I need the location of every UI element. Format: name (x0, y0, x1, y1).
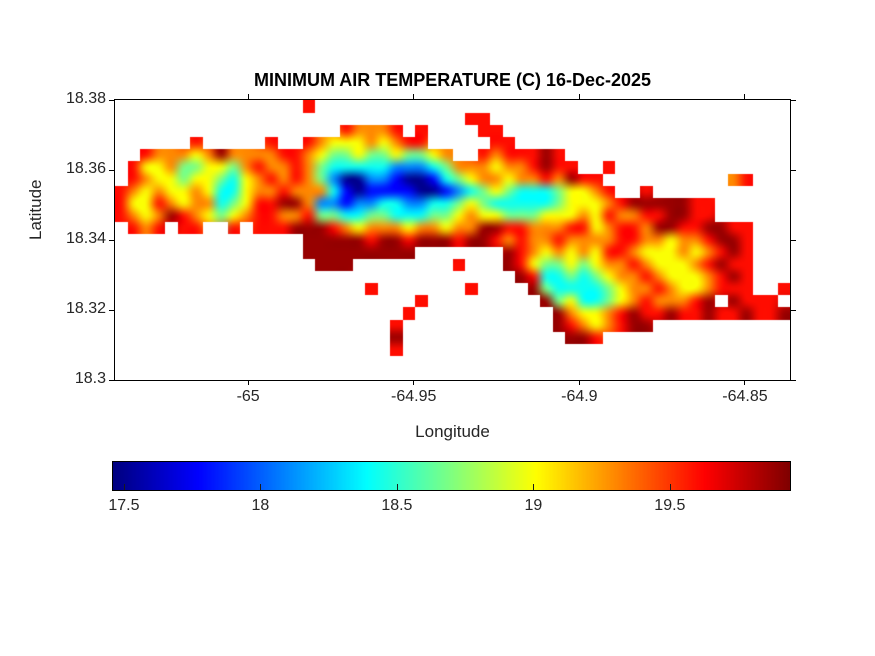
colorbar-gradient (113, 462, 790, 490)
x-tick-label: -64.95 (391, 388, 437, 405)
y-tick-right (791, 309, 796, 311)
colorbar-tick (669, 484, 671, 490)
y-tick-label: 18.32 (65, 300, 106, 317)
y-tick (109, 309, 114, 311)
colorbar-tick (123, 484, 125, 490)
colorbar-tick (260, 484, 262, 490)
y-tick-right (791, 379, 796, 381)
colorbar-tick-label: 18 (251, 497, 270, 514)
y-tick-label: 18.3 (74, 370, 106, 387)
y-tick (109, 239, 114, 241)
temperature-heatmap (115, 100, 790, 380)
x-tick-top (578, 94, 580, 99)
x-tick (578, 380, 580, 385)
colorbar-tick (396, 484, 398, 490)
x-tick-top (247, 94, 249, 99)
x-tick (247, 380, 249, 385)
x-tick-label: -64.85 (722, 388, 768, 405)
x-tick-top (413, 94, 415, 99)
y-tick-label: 18.34 (65, 230, 106, 247)
colorbar-tick-label: 19 (524, 497, 543, 514)
x-axis-label: Longitude (415, 422, 490, 441)
x-tick-label: -65 (236, 388, 260, 405)
x-tick (413, 380, 415, 385)
plot-title: MINIMUM AIR TEMPERATURE (C) 16-Dec-2025 (253, 70, 652, 90)
y-tick (109, 169, 114, 171)
colorbar-tick-label: 19.5 (654, 497, 686, 514)
x-tick-label: -64.9 (561, 388, 598, 405)
x-tick (744, 380, 746, 385)
y-tick (109, 379, 114, 381)
y-tick-label: 18.38 (65, 90, 106, 107)
y-tick (109, 99, 114, 101)
colorbar-tick-label: 18.5 (381, 497, 413, 514)
x-tick-top (744, 94, 746, 99)
y-tick-right (791, 99, 796, 101)
y-tick-label: 18.36 (65, 160, 106, 177)
y-tick-right (791, 169, 796, 171)
colorbar-tick-label: 17.5 (108, 497, 140, 514)
y-tick-right (791, 239, 796, 241)
colorbar-tick (533, 484, 535, 490)
